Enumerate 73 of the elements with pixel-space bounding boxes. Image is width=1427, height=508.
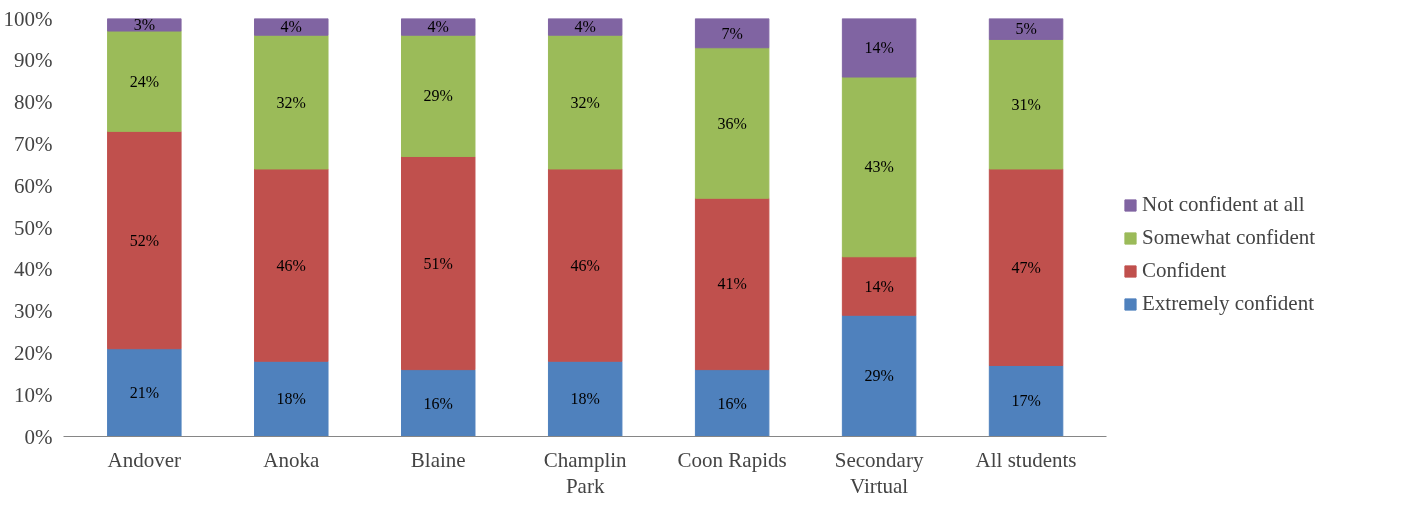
y-tick-label: 30%	[14, 299, 53, 324]
data-label: 46%	[276, 256, 306, 274]
bar	[547, 360, 623, 437]
x-tick-label: Blaine	[410, 447, 466, 472]
data-label: 14%	[864, 39, 894, 57]
bar	[841, 76, 917, 258]
bar	[547, 168, 623, 362]
y-tick-label: 100%	[3, 6, 53, 31]
bar	[694, 18, 770, 49]
legend-label: Extremely confident	[1142, 291, 1315, 316]
bar	[694, 369, 770, 437]
bar	[401, 155, 476, 371]
x-tick-label: Coon Rapids	[677, 447, 787, 472]
data-label: 21%	[129, 384, 159, 402]
x-tick-label: Champlin Park	[543, 447, 628, 498]
data-label: 29%	[423, 87, 453, 105]
data-label: 52%	[129, 231, 159, 249]
data-label: 51%	[423, 254, 453, 272]
y-tick-label: 0%	[24, 424, 53, 449]
data-label: 29%	[864, 367, 894, 385]
bar	[988, 364, 1064, 437]
bar	[401, 369, 476, 437]
bar	[841, 18, 917, 78]
y-tick-label: 80%	[14, 90, 53, 115]
data-label: 36%	[717, 114, 747, 132]
data-label: 4%	[280, 18, 302, 36]
bar	[841, 314, 917, 437]
bar	[254, 168, 329, 362]
y-tick-label: 40%	[14, 257, 53, 282]
legend-label: Confident	[1142, 258, 1226, 283]
bar	[254, 360, 329, 437]
bar	[988, 38, 1064, 170]
bar	[401, 34, 476, 157]
data-label: 16%	[717, 394, 747, 412]
y-tick-label: 90%	[14, 48, 53, 73]
bar	[547, 34, 623, 170]
data-label: 17%	[1011, 392, 1041, 410]
data-label: 32%	[570, 93, 600, 111]
bar	[107, 348, 182, 437]
data-label: 18%	[276, 390, 306, 408]
bar	[841, 256, 917, 316]
data-label: 46%	[570, 256, 600, 274]
bar	[694, 197, 770, 371]
y-tick-label: 50%	[14, 215, 53, 240]
data-label: 4%	[427, 18, 449, 36]
bar	[694, 47, 770, 199]
data-label: 7%	[721, 24, 743, 42]
data-label: 31%	[1011, 95, 1041, 113]
x-tick-label: Anoka	[263, 447, 320, 472]
data-label: 3%	[133, 16, 155, 34]
data-label: 41%	[717, 275, 747, 293]
x-tick-label: All students	[975, 447, 1077, 472]
y-tick-label: 60%	[14, 173, 53, 198]
y-tick-label: 20%	[14, 340, 53, 365]
bar	[107, 130, 182, 350]
bar	[988, 168, 1064, 366]
data-label: 47%	[1011, 258, 1041, 276]
legend-label: Somewhat confident	[1142, 225, 1316, 250]
data-label: 4%	[574, 18, 596, 36]
y-tick-label: 70%	[14, 131, 53, 156]
x-tick-label: Secondary Virtual	[834, 447, 924, 498]
bar	[107, 30, 182, 132]
y-tick-label: 10%	[14, 382, 53, 407]
data-label: 14%	[864, 277, 894, 295]
data-label: 43%	[864, 158, 894, 176]
legend-label: Not confident at all	[1142, 192, 1305, 217]
bar	[254, 34, 329, 170]
data-label: 18%	[570, 390, 600, 408]
data-label: 5%	[1015, 20, 1037, 38]
x-tick-label: Andover	[107, 447, 182, 472]
data-label: 24%	[129, 72, 159, 90]
data-label: 16%	[423, 394, 453, 412]
data-label: 32%	[276, 93, 306, 111]
